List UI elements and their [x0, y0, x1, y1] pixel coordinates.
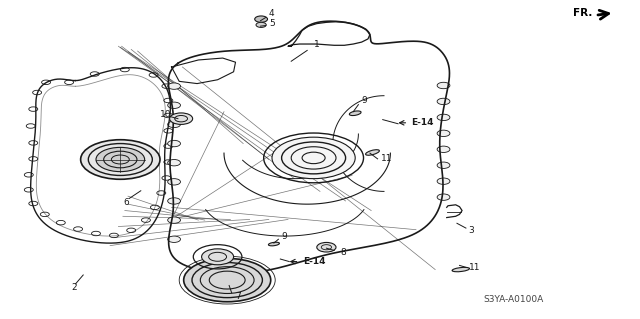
- Circle shape: [168, 140, 180, 147]
- Text: 10: 10: [160, 110, 172, 119]
- Circle shape: [437, 146, 450, 152]
- Circle shape: [96, 147, 145, 172]
- Circle shape: [170, 113, 193, 124]
- Text: E-14: E-14: [412, 118, 434, 127]
- Text: 9: 9: [362, 96, 367, 105]
- Text: 6: 6: [123, 198, 129, 207]
- Circle shape: [272, 137, 355, 179]
- Text: 4: 4: [269, 9, 275, 18]
- Text: 5: 5: [269, 19, 275, 28]
- Text: FR.: FR.: [573, 8, 593, 19]
- Circle shape: [202, 249, 234, 265]
- Circle shape: [168, 102, 180, 108]
- Ellipse shape: [452, 267, 470, 272]
- Circle shape: [437, 178, 450, 184]
- Circle shape: [437, 114, 450, 121]
- Circle shape: [168, 236, 180, 242]
- Text: 7: 7: [236, 292, 241, 300]
- Circle shape: [168, 121, 180, 128]
- Circle shape: [437, 194, 450, 200]
- Text: 11: 11: [468, 263, 480, 272]
- Text: 3: 3: [468, 226, 474, 235]
- Circle shape: [437, 162, 450, 168]
- Ellipse shape: [349, 111, 361, 115]
- Text: 9: 9: [282, 232, 287, 241]
- Text: 11: 11: [381, 154, 392, 163]
- Text: S3YA-A0100A: S3YA-A0100A: [483, 295, 543, 304]
- Ellipse shape: [268, 242, 280, 246]
- Text: 2: 2: [72, 283, 77, 292]
- Circle shape: [437, 82, 450, 89]
- Circle shape: [168, 160, 180, 166]
- Circle shape: [317, 242, 336, 252]
- Circle shape: [184, 258, 271, 302]
- Circle shape: [437, 130, 450, 137]
- Circle shape: [168, 179, 180, 185]
- Ellipse shape: [365, 150, 380, 155]
- Text: E-14: E-14: [303, 257, 325, 266]
- Text: 8: 8: [340, 248, 346, 256]
- Circle shape: [168, 83, 180, 89]
- Text: 1: 1: [314, 40, 319, 48]
- Circle shape: [437, 98, 450, 105]
- Circle shape: [256, 22, 266, 27]
- Circle shape: [168, 198, 180, 204]
- Circle shape: [81, 140, 160, 179]
- Circle shape: [168, 217, 180, 223]
- Circle shape: [255, 16, 268, 22]
